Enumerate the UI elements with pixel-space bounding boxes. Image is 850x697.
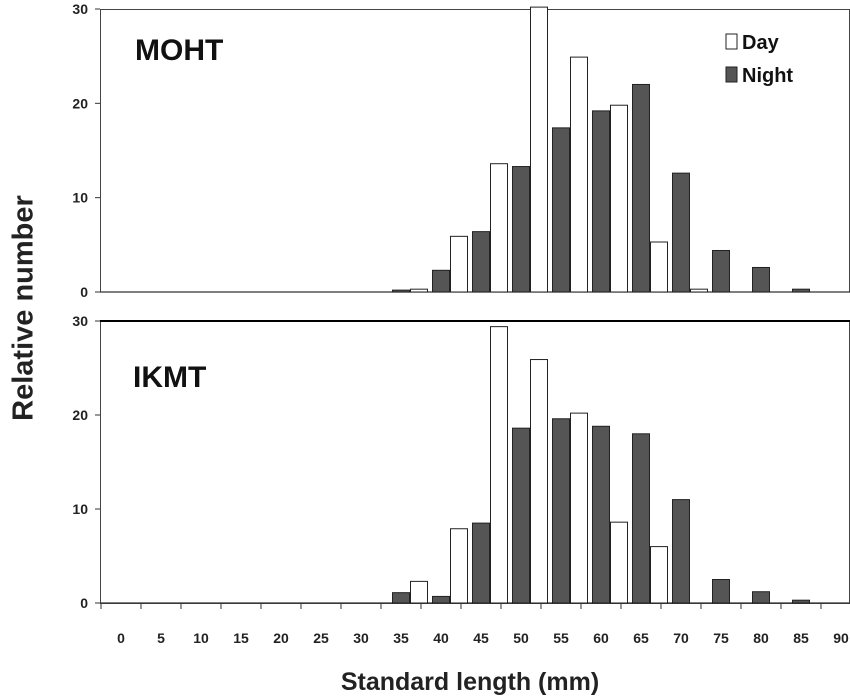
day-bar xyxy=(651,242,668,292)
y-tick-label: 20 xyxy=(72,407,88,423)
night-bar xyxy=(433,270,450,292)
x-tick-label: 60 xyxy=(593,630,609,646)
night-bar xyxy=(433,596,450,603)
day-bar xyxy=(571,57,588,292)
x-axis-title: Standard length (mm) xyxy=(341,668,599,697)
day-bar xyxy=(411,581,428,603)
y-tick-label: 20 xyxy=(72,95,88,111)
night-bar xyxy=(753,592,770,603)
night-bar xyxy=(473,523,490,603)
x-tick-label: 35 xyxy=(393,630,409,646)
x-tick-label: 75 xyxy=(713,630,729,646)
y-axis-title: Relative number xyxy=(8,195,41,421)
y-tick-label: 10 xyxy=(72,501,88,517)
night-bar xyxy=(633,434,650,603)
day-bar xyxy=(691,289,708,292)
day-bar xyxy=(531,360,548,603)
day-bar xyxy=(411,289,428,292)
night-bar xyxy=(753,267,770,292)
x-tick-label: 50 xyxy=(513,630,529,646)
x-tick-label: 65 xyxy=(633,630,649,646)
y-tick-label: 0 xyxy=(80,284,88,300)
panel-title: IKMT xyxy=(133,361,206,394)
night-bar xyxy=(393,290,410,292)
day-bar xyxy=(571,413,588,603)
y-tick-label: 0 xyxy=(80,595,88,611)
x-tick-label: 85 xyxy=(793,630,809,646)
night-bar xyxy=(593,111,610,292)
night-bar xyxy=(713,580,730,604)
night-bar xyxy=(473,232,490,292)
day-bar xyxy=(651,547,668,603)
day-bar xyxy=(451,236,468,292)
x-tick-label: 5 xyxy=(157,630,165,646)
day-bar xyxy=(611,522,628,603)
night-bar xyxy=(553,419,570,603)
x-tick-label: 20 xyxy=(273,630,289,646)
legend-label-night: Night xyxy=(742,65,793,87)
panel-title: MOHT xyxy=(135,34,223,67)
night-bar xyxy=(513,167,530,292)
night-bar xyxy=(673,500,690,603)
night-bar xyxy=(673,173,690,292)
x-tick-label: 10 xyxy=(193,630,209,646)
day-bar xyxy=(611,105,628,292)
legend: Day Night xyxy=(726,32,793,87)
legend-label-day: Day xyxy=(742,32,780,54)
x-tick-label: 90 xyxy=(833,630,849,646)
day-bar xyxy=(531,7,548,292)
night-bar xyxy=(633,84,650,292)
x-tick-label: 45 xyxy=(473,630,489,646)
day-bar xyxy=(491,164,508,292)
x-tick-label: 55 xyxy=(553,630,569,646)
night-bar xyxy=(793,289,810,292)
night-bar xyxy=(393,593,410,603)
night-bar xyxy=(513,428,530,603)
night-bar xyxy=(793,600,810,603)
x-tick-label: 30 xyxy=(353,630,369,646)
day-bar xyxy=(491,327,508,603)
x-tick-label: 0 xyxy=(117,630,125,646)
legend-swatch-day xyxy=(726,34,737,49)
y-tick-label: 30 xyxy=(72,313,88,329)
y-tick-label: 30 xyxy=(72,1,88,17)
night-bar xyxy=(713,250,730,292)
panel-moht: 0 10 20 30 MOHT Day Night xyxy=(72,1,850,300)
x-tick-label: 40 xyxy=(433,630,449,646)
x-tick-label: 70 xyxy=(673,630,689,646)
panel-ikmt: 0 10 20 30 IKMT 0 5 10 15 20 25 30 35 40 45 50 55 60 65 70 7… xyxy=(72,313,850,646)
y-tick-label: 10 xyxy=(72,190,88,206)
night-bar xyxy=(553,128,570,292)
x-tick-label: 15 xyxy=(233,630,249,646)
night-bar xyxy=(593,426,610,603)
day-bar xyxy=(451,529,468,603)
x-tick-label: 25 xyxy=(313,630,329,646)
legend-swatch-night xyxy=(726,67,737,82)
x-tick-label: 80 xyxy=(753,630,769,646)
